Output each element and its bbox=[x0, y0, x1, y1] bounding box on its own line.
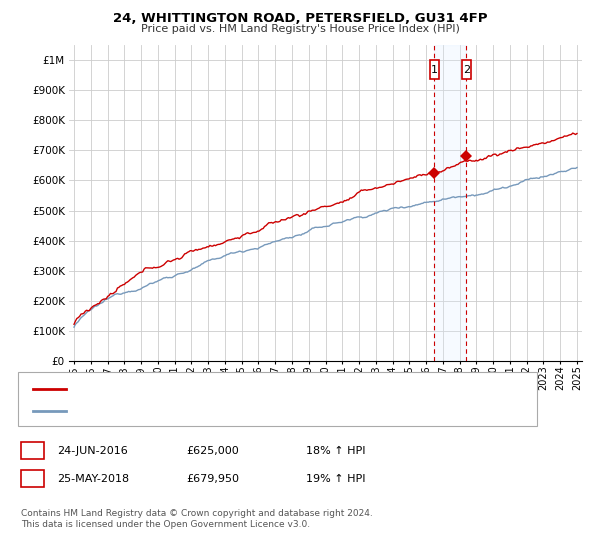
Text: 24-JUN-2016: 24-JUN-2016 bbox=[57, 446, 128, 456]
Text: 1: 1 bbox=[431, 64, 438, 74]
Text: 2: 2 bbox=[463, 64, 470, 74]
Text: 18% ↑ HPI: 18% ↑ HPI bbox=[306, 446, 365, 456]
Text: Contains HM Land Registry data © Crown copyright and database right 2024.: Contains HM Land Registry data © Crown c… bbox=[21, 509, 373, 518]
Text: 1: 1 bbox=[29, 446, 36, 456]
Text: 25-MAY-2018: 25-MAY-2018 bbox=[57, 474, 129, 484]
Text: 19% ↑ HPI: 19% ↑ HPI bbox=[306, 474, 365, 484]
Bar bbox=[434, 45, 466, 361]
Text: 24, WHITTINGTON ROAD, PETERSFIELD, GU31 4FP (detached house): 24, WHITTINGTON ROAD, PETERSFIELD, GU31 … bbox=[72, 384, 427, 394]
Text: 2: 2 bbox=[29, 474, 36, 484]
Text: This data is licensed under the Open Government Licence v3.0.: This data is licensed under the Open Gov… bbox=[21, 520, 310, 529]
Text: HPI: Average price, detached house, East Hampshire: HPI: Average price, detached house, East… bbox=[72, 406, 347, 416]
FancyBboxPatch shape bbox=[430, 60, 439, 80]
Text: Price paid vs. HM Land Registry's House Price Index (HPI): Price paid vs. HM Land Registry's House … bbox=[140, 24, 460, 34]
FancyBboxPatch shape bbox=[462, 60, 470, 80]
Text: £679,950: £679,950 bbox=[186, 474, 239, 484]
Text: £625,000: £625,000 bbox=[186, 446, 239, 456]
Text: 24, WHITTINGTON ROAD, PETERSFIELD, GU31 4FP: 24, WHITTINGTON ROAD, PETERSFIELD, GU31 … bbox=[113, 12, 487, 25]
